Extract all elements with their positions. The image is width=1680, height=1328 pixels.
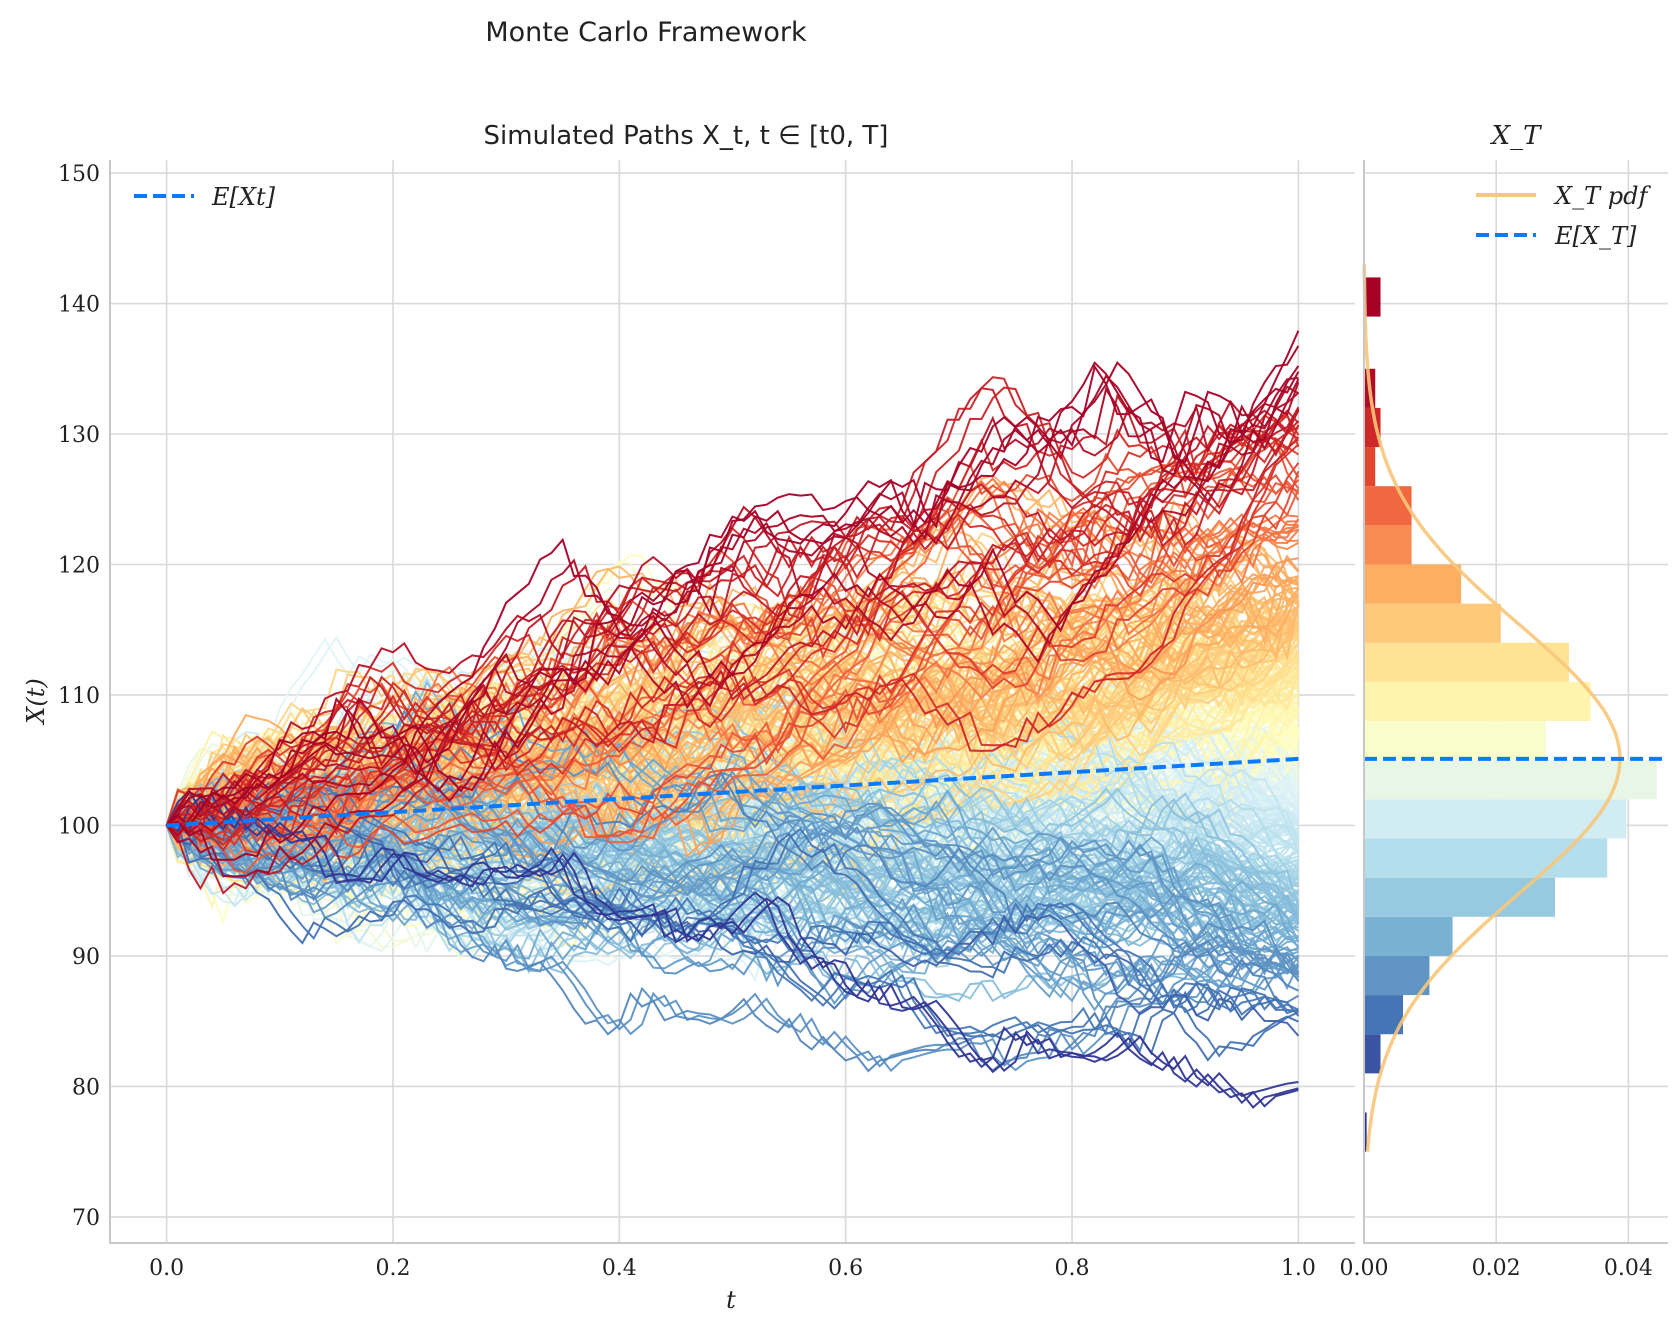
histogram-bar xyxy=(1365,525,1412,565)
main-x-tick-label: 0.6 xyxy=(828,1256,863,1281)
histogram-bar xyxy=(1365,447,1376,487)
histogram-bar xyxy=(1365,642,1569,682)
main-y-tick-label: 80 xyxy=(72,1075,100,1100)
simulated-path-line xyxy=(165,807,1299,1073)
simulated-path-line xyxy=(166,793,1299,1108)
main-x-tick-labels: 0.0 0.2 0.4 0.6 0.8 1.0 xyxy=(149,1256,1316,1281)
main-x-tick-label: 1.0 xyxy=(1281,1256,1316,1281)
histogram-bar xyxy=(1365,407,1381,448)
histogram-x-tick-label: 0.00 xyxy=(1340,1256,1389,1281)
histogram-legend-label-expected: E[X_T] xyxy=(1554,222,1637,250)
simulated-path-line xyxy=(166,376,1300,827)
simulated-path-line xyxy=(165,445,1299,826)
simulated-path-line xyxy=(165,781,1299,1013)
simulated-path-line xyxy=(165,392,1300,827)
histogram-bar xyxy=(1365,799,1627,839)
simulated-path-line xyxy=(166,429,1300,842)
simulated-path-line xyxy=(166,770,1299,1004)
simulated-path-line xyxy=(165,514,1299,838)
simulated-paths xyxy=(165,330,1300,1109)
simulated-path-line xyxy=(165,345,1300,827)
main-x-tick-label: 0.0 xyxy=(149,1256,184,1281)
main-y-tick-label: 90 xyxy=(72,945,100,970)
main-y-axis-label: X(t) xyxy=(22,678,50,725)
simulated-path-line xyxy=(165,824,1299,980)
simulated-path-line xyxy=(166,782,1299,1012)
histogram-bar xyxy=(1365,838,1608,878)
main-y-tick-label: 70 xyxy=(72,1206,100,1231)
main-x-axis-label: t xyxy=(726,1286,736,1314)
histogram-x-tick-label: 0.04 xyxy=(1604,1256,1653,1281)
simulated-path-line xyxy=(166,823,1299,1053)
histogram-bar xyxy=(1365,1034,1381,1074)
histogram-panel-title: X_T xyxy=(1490,121,1543,151)
main-axes-spine xyxy=(109,160,1355,1244)
simulated-path-line xyxy=(166,817,1299,1049)
simulated-path-line xyxy=(166,462,1300,837)
histogram-bar xyxy=(1365,721,1546,761)
histogram-panel: X_T 0.00 0.02 0.04 X_T pdf E[X_T] xyxy=(1340,121,1668,1281)
main-y-tick-label: 100 xyxy=(58,814,100,839)
simulated-path-line xyxy=(165,371,1300,827)
simulated-path-line xyxy=(166,822,1299,1062)
main-y-tick-labels: 70 80 90 100 110 120 130 140 150 xyxy=(58,162,100,1231)
simulated-path-line xyxy=(166,330,1300,861)
simulated-path-line xyxy=(165,574,1299,859)
simulated-path-line xyxy=(165,770,1300,973)
simulated-path-line xyxy=(166,424,1300,852)
main-x-tick-label: 0.2 xyxy=(375,1256,410,1281)
simulated-path-line xyxy=(165,385,1299,827)
simulated-path-line xyxy=(165,788,1299,1105)
histogram-bar xyxy=(1365,277,1381,317)
main-y-tick-label: 120 xyxy=(58,553,100,578)
simulated-path-line xyxy=(166,817,1300,1012)
histogram-x-tick-labels: 0.00 0.02 0.04 xyxy=(1340,1256,1653,1281)
simulated-path-line xyxy=(166,718,1299,914)
main-x-tick-label: 0.8 xyxy=(1055,1256,1090,1281)
histogram-bar xyxy=(1365,1112,1367,1152)
simulated-path-line xyxy=(165,361,1300,827)
main-panel-title: Simulated Paths X_t, t ∈ [t0, T] xyxy=(484,121,889,151)
histogram-bar xyxy=(1365,877,1555,917)
main-y-tick-label: 130 xyxy=(58,423,100,448)
main-y-tick-label: 150 xyxy=(58,162,100,187)
simulated-path-line xyxy=(165,409,1300,827)
main-panel: Simulated Paths X_t, t ∈ [t0, T] 0.0 0.2 0… xyxy=(22,121,1355,1314)
simulated-path-line xyxy=(166,386,1300,835)
main-x-tick-label: 0.4 xyxy=(602,1256,637,1281)
histogram-bar xyxy=(1365,916,1453,956)
simulated-path-line xyxy=(165,413,1300,854)
simulated-path-line xyxy=(166,439,1300,874)
histogram-bar xyxy=(1365,564,1462,604)
simulated-path-line xyxy=(165,489,1300,849)
simulated-path-line xyxy=(166,824,1300,1056)
histogram-legend: X_T pdf E[X_T] xyxy=(1476,182,1651,250)
simulated-path-line xyxy=(165,393,1300,895)
main-legend-label-expected: E[Xt] xyxy=(211,183,276,211)
simulated-path-line xyxy=(165,794,1300,1037)
histogram-bars xyxy=(1365,277,1657,1152)
histogram-bar xyxy=(1365,486,1412,526)
histogram-bar xyxy=(1365,603,1501,643)
main-y-tick-label: 110 xyxy=(58,684,100,709)
histogram-bar xyxy=(1365,955,1430,996)
histogram-legend-label-pdf: X_T pdf xyxy=(1553,182,1651,210)
simulated-path-line xyxy=(166,823,1300,1017)
simulated-path-line xyxy=(165,436,1300,846)
simulated-path-line xyxy=(166,438,1300,837)
main-y-tick-label: 140 xyxy=(58,293,100,318)
histogram-bar xyxy=(1365,681,1591,722)
figure-suptitle: Monte Carlo Framework xyxy=(485,17,807,48)
main-legend: E[Xt] xyxy=(134,183,276,211)
histogram-bar xyxy=(1365,760,1657,800)
histogram-x-tick-label: 0.02 xyxy=(1472,1256,1521,1281)
simulated-path-line xyxy=(166,406,1300,837)
pdf-curve xyxy=(1362,264,1622,1152)
simulated-path-line xyxy=(166,423,1299,836)
histogram-axes-spine xyxy=(1363,160,1668,1244)
simulated-path-line xyxy=(165,387,1300,827)
